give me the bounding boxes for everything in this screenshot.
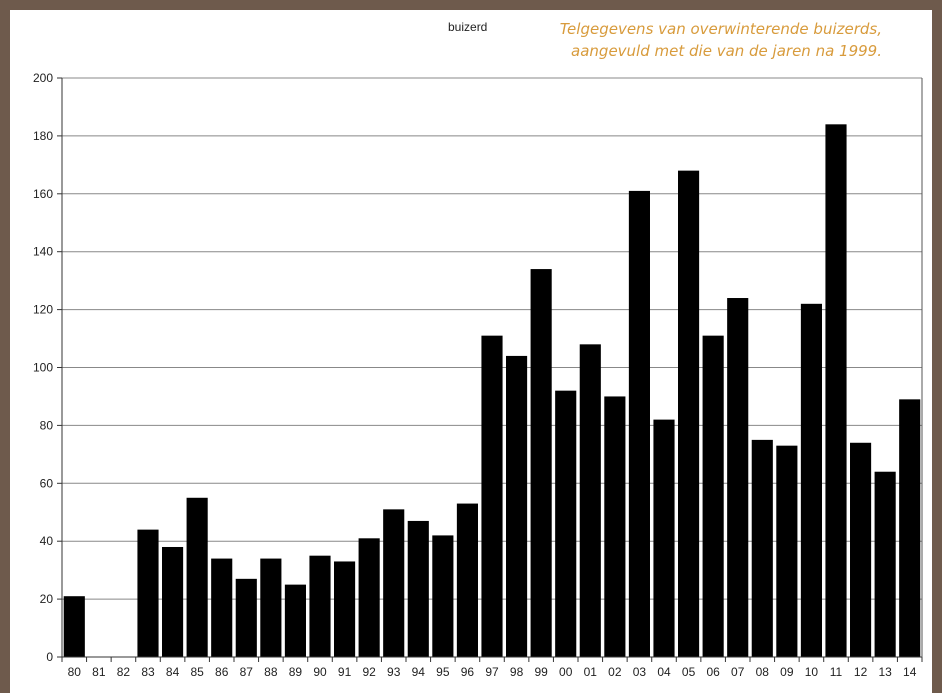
y-tick-label: 160	[33, 187, 53, 201]
bar	[800, 303, 822, 657]
x-tick-label: 12	[854, 665, 868, 679]
caption-line-2: aangevuld met die van de jaren na 1999.	[571, 42, 882, 60]
bar	[284, 584, 306, 657]
x-tick-label: 88	[264, 665, 278, 679]
x-tick-label: 06	[706, 665, 720, 679]
bar	[506, 355, 528, 657]
bar	[63, 596, 85, 657]
bar	[211, 558, 233, 657]
x-tick-label: 96	[461, 665, 475, 679]
x-tick-label: 91	[338, 665, 352, 679]
bar	[825, 124, 847, 657]
x-tick-label: 82	[117, 665, 131, 679]
bar	[530, 269, 552, 657]
bar	[162, 546, 184, 657]
figure-caption: Telgegevens van overwinterende buizerds,…	[560, 18, 882, 62]
bar	[653, 419, 675, 657]
bar	[727, 298, 749, 657]
bar	[604, 396, 626, 657]
x-tick-label: 97	[485, 665, 499, 679]
bar	[579, 344, 601, 657]
x-tick-label: 98	[510, 665, 524, 679]
x-tick-label: 95	[436, 665, 450, 679]
y-tick-label: 40	[40, 534, 54, 548]
x-tick-label: 84	[166, 665, 180, 679]
x-tick-label: 99	[534, 665, 548, 679]
bar	[899, 399, 921, 657]
bar	[628, 190, 650, 657]
x-tick-label: 93	[387, 665, 401, 679]
x-tick-label: 80	[68, 665, 82, 679]
bar	[432, 535, 454, 657]
chart-title: buizerd	[448, 20, 488, 34]
bar	[235, 578, 257, 657]
bar	[309, 555, 331, 657]
bar	[555, 390, 577, 657]
bar	[260, 558, 282, 657]
y-tick-label: 60	[40, 476, 54, 490]
x-tick-label: 83	[141, 665, 155, 679]
x-tick-label: 04	[657, 665, 671, 679]
x-tick-label: 92	[362, 665, 376, 679]
caption-line-1: Telgegevens van overwinterende buizerds,	[559, 20, 882, 38]
bar	[383, 509, 405, 657]
x-tick-label: 13	[878, 665, 892, 679]
y-tick-label: 200	[33, 71, 53, 85]
y-tick-label: 180	[33, 129, 53, 143]
bar	[874, 471, 896, 657]
x-tick-label: 07	[731, 665, 745, 679]
bar	[850, 442, 872, 657]
x-tick-label: 90	[313, 665, 327, 679]
x-tick-label: 05	[682, 665, 696, 679]
x-tick-label: 89	[289, 665, 303, 679]
x-tick-label: 01	[584, 665, 598, 679]
y-tick-label: 20	[40, 592, 54, 606]
x-tick-label: 87	[240, 665, 254, 679]
bar	[186, 497, 208, 657]
bar	[702, 335, 724, 657]
y-tick-label: 120	[33, 303, 53, 317]
bar	[481, 335, 503, 657]
y-tick-label: 140	[33, 245, 53, 259]
y-tick-label: 80	[40, 418, 54, 432]
x-tick-label: 85	[190, 665, 204, 679]
x-tick-label: 81	[92, 665, 106, 679]
bar	[407, 520, 429, 657]
x-tick-label: 00	[559, 665, 573, 679]
x-tick-label: 08	[756, 665, 770, 679]
x-tick-label: 02	[608, 665, 622, 679]
bar	[776, 445, 798, 657]
y-tick-label: 0	[46, 650, 53, 664]
y-tick-label: 100	[33, 361, 53, 375]
bar	[678, 170, 700, 657]
x-tick-label: 86	[215, 665, 229, 679]
x-tick-label: 94	[412, 665, 426, 679]
x-tick-label: 09	[780, 665, 794, 679]
bar	[751, 439, 773, 657]
bar	[358, 538, 380, 657]
x-tick-label: 10	[805, 665, 819, 679]
bar	[334, 561, 356, 657]
x-tick-label: 14	[903, 665, 917, 679]
bar	[456, 503, 478, 657]
x-tick-label: 11	[830, 665, 843, 679]
bar	[137, 529, 159, 657]
x-tick-label: 03	[633, 665, 647, 679]
